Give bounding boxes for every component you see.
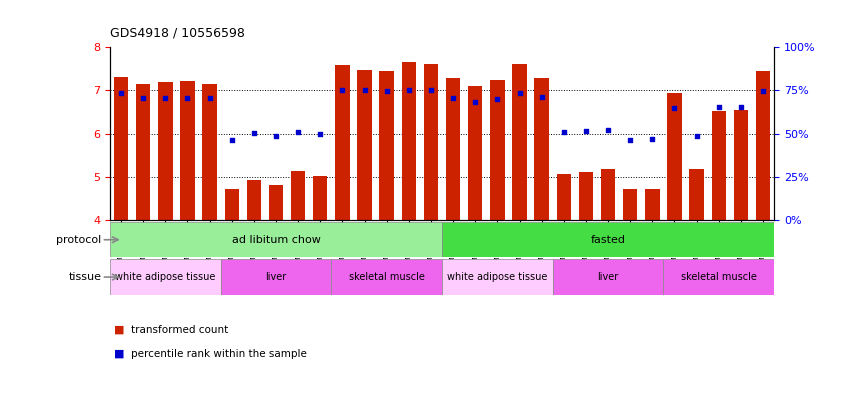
Bar [380, 71, 394, 220]
Text: liver: liver [266, 272, 287, 282]
Point [535, 94, 548, 100]
Point [402, 86, 415, 93]
Point [424, 87, 437, 93]
Point [203, 95, 217, 101]
Point [580, 128, 593, 134]
Point [756, 88, 770, 94]
Point [689, 132, 703, 139]
Text: ad libitum chow: ad libitum chow [232, 235, 321, 245]
Bar [110, 222, 442, 257]
Text: transformed count: transformed count [131, 325, 228, 335]
Bar [601, 169, 615, 220]
Bar [424, 64, 438, 220]
Bar [623, 189, 637, 220]
Bar [663, 259, 774, 295]
Point [114, 90, 128, 96]
Text: skeletal muscle: skeletal muscle [681, 272, 756, 282]
Text: ■: ■ [114, 349, 124, 359]
Text: GDS4918 / 10556598: GDS4918 / 10556598 [110, 26, 244, 39]
Point [358, 87, 371, 94]
Bar [552, 259, 663, 295]
Point [513, 90, 526, 96]
Point [225, 137, 239, 143]
Bar [357, 70, 371, 220]
Bar [711, 111, 726, 220]
Point [181, 95, 195, 101]
Point [557, 129, 570, 136]
Point [136, 95, 150, 101]
Bar [269, 185, 283, 220]
Bar [446, 78, 460, 220]
Text: protocol: protocol [57, 235, 102, 245]
Point [667, 105, 681, 111]
Bar [645, 189, 660, 220]
Bar [335, 65, 349, 220]
Point [491, 96, 504, 102]
Bar [513, 64, 527, 220]
Bar [332, 259, 442, 295]
Point [269, 132, 283, 139]
Point [734, 104, 748, 110]
Bar [221, 259, 332, 295]
Bar [579, 172, 593, 220]
Bar [557, 174, 571, 220]
Text: fasted: fasted [591, 235, 625, 245]
Bar [136, 84, 151, 220]
Bar [291, 171, 305, 220]
Point [336, 87, 349, 94]
Bar [158, 82, 173, 220]
Bar [180, 81, 195, 220]
Text: skeletal muscle: skeletal muscle [349, 272, 425, 282]
Point [247, 130, 261, 136]
Bar [689, 169, 704, 220]
Bar [667, 93, 682, 220]
Text: percentile rank within the sample: percentile rank within the sample [131, 349, 307, 359]
Bar [468, 86, 482, 220]
Point [645, 136, 659, 142]
Point [291, 129, 305, 136]
Bar [755, 71, 770, 220]
Bar [313, 176, 327, 220]
Bar [733, 110, 748, 220]
Bar [247, 180, 261, 220]
Point [158, 95, 172, 101]
Bar [110, 259, 221, 295]
Point [314, 131, 327, 138]
Point [447, 95, 460, 101]
Bar [224, 189, 239, 220]
Bar [114, 77, 129, 220]
Text: tissue: tissue [69, 272, 102, 282]
Point [624, 137, 637, 143]
Point [602, 127, 615, 133]
Point [380, 88, 393, 94]
Bar [490, 79, 504, 220]
Point [712, 104, 726, 110]
Bar [442, 259, 552, 295]
Bar [442, 222, 774, 257]
Text: ■: ■ [114, 325, 124, 335]
Text: liver: liver [597, 272, 618, 282]
Bar [402, 62, 416, 220]
Bar [202, 84, 217, 220]
Text: white adipose tissue: white adipose tissue [115, 272, 216, 282]
Text: white adipose tissue: white adipose tissue [448, 272, 547, 282]
Point [469, 99, 482, 106]
Bar [535, 78, 549, 220]
